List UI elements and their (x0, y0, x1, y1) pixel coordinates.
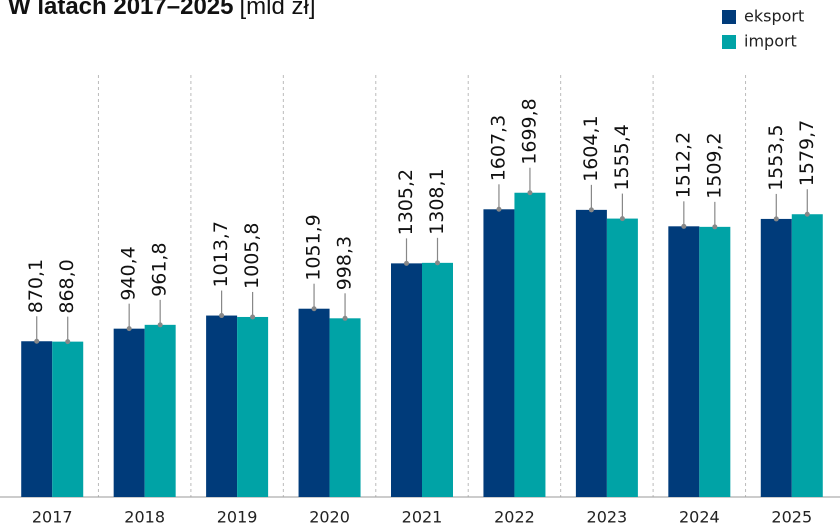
leader-dot (712, 224, 718, 230)
legend-swatch (722, 10, 736, 24)
bar (144, 324, 176, 497)
leader-dot (126, 326, 132, 332)
data-label: 868,0 (56, 259, 78, 313)
leader-dot (219, 313, 225, 319)
bar (21, 341, 53, 497)
x-tick-label: 2021 (402, 508, 443, 527)
data-label: 1305,2 (395, 169, 417, 235)
x-tick-label: 2018 (124, 508, 165, 527)
leader-dot (804, 211, 810, 217)
leader-dot (34, 338, 40, 344)
bar (791, 214, 823, 497)
leader-dot (527, 190, 533, 196)
leader-dot (588, 207, 594, 213)
x-tick-label: 2023 (587, 508, 628, 527)
data-label: 1005,8 (241, 222, 263, 288)
data-label: 1579,7 (796, 120, 818, 186)
leader-dot (435, 260, 440, 266)
legend-label: import (744, 32, 797, 51)
data-label: 1555,4 (611, 124, 633, 190)
bar (483, 209, 515, 497)
data-label: 940,4 (118, 246, 140, 300)
bar (668, 226, 700, 497)
leader-dot (157, 322, 163, 328)
data-label: 961,8 (149, 242, 171, 296)
bar (760, 218, 792, 497)
data-label: 1509,2 (703, 132, 725, 198)
x-tick-label: 2019 (217, 508, 258, 527)
x-tick-label: 2020 (309, 508, 350, 527)
leader-dot (65, 339, 71, 345)
x-tick-label: 2025 (771, 508, 812, 527)
data-label: 1553,5 (765, 124, 787, 190)
leader-dot (404, 260, 409, 266)
data-label: 1512,2 (672, 132, 694, 198)
legend-swatch (722, 35, 736, 49)
bar (298, 308, 330, 497)
leader-dot (496, 206, 502, 212)
data-label: 1051,9 (303, 214, 325, 280)
data-label: 870,1 (25, 259, 47, 313)
leader-dot (681, 223, 687, 229)
leader-dot (250, 314, 256, 320)
bar (606, 218, 638, 497)
bar (113, 328, 145, 497)
leader-dot (342, 315, 348, 321)
data-label: 1604,1 (580, 115, 602, 181)
legend-label: eksport (744, 7, 804, 26)
data-label: 1308,1 (426, 168, 448, 234)
bar (422, 262, 453, 497)
chart-title: W latach 2017–2025 [mld zł] (8, 0, 316, 20)
leader-dot (773, 216, 779, 222)
bar (329, 318, 361, 497)
data-label: 1013,7 (210, 221, 232, 287)
x-tick-label: 2024 (679, 508, 720, 527)
data-label: 1607,3 (487, 115, 509, 181)
leader-dot (311, 306, 317, 312)
x-tick-label: 2022 (494, 508, 535, 527)
leader-dot (619, 216, 625, 222)
bar (52, 341, 84, 497)
bar (575, 209, 607, 498)
bar (699, 226, 731, 497)
title: W latach 2017–2025 (8, 0, 233, 20)
bar (391, 263, 422, 497)
subtitle: [mld zł] (239, 0, 315, 20)
x-tick-label: 2017 (32, 508, 73, 527)
data-label: 1699,8 (518, 98, 540, 164)
bar (514, 192, 546, 498)
bar (237, 316, 269, 497)
data-label: 998,3 (334, 236, 356, 290)
bar (206, 315, 238, 497)
